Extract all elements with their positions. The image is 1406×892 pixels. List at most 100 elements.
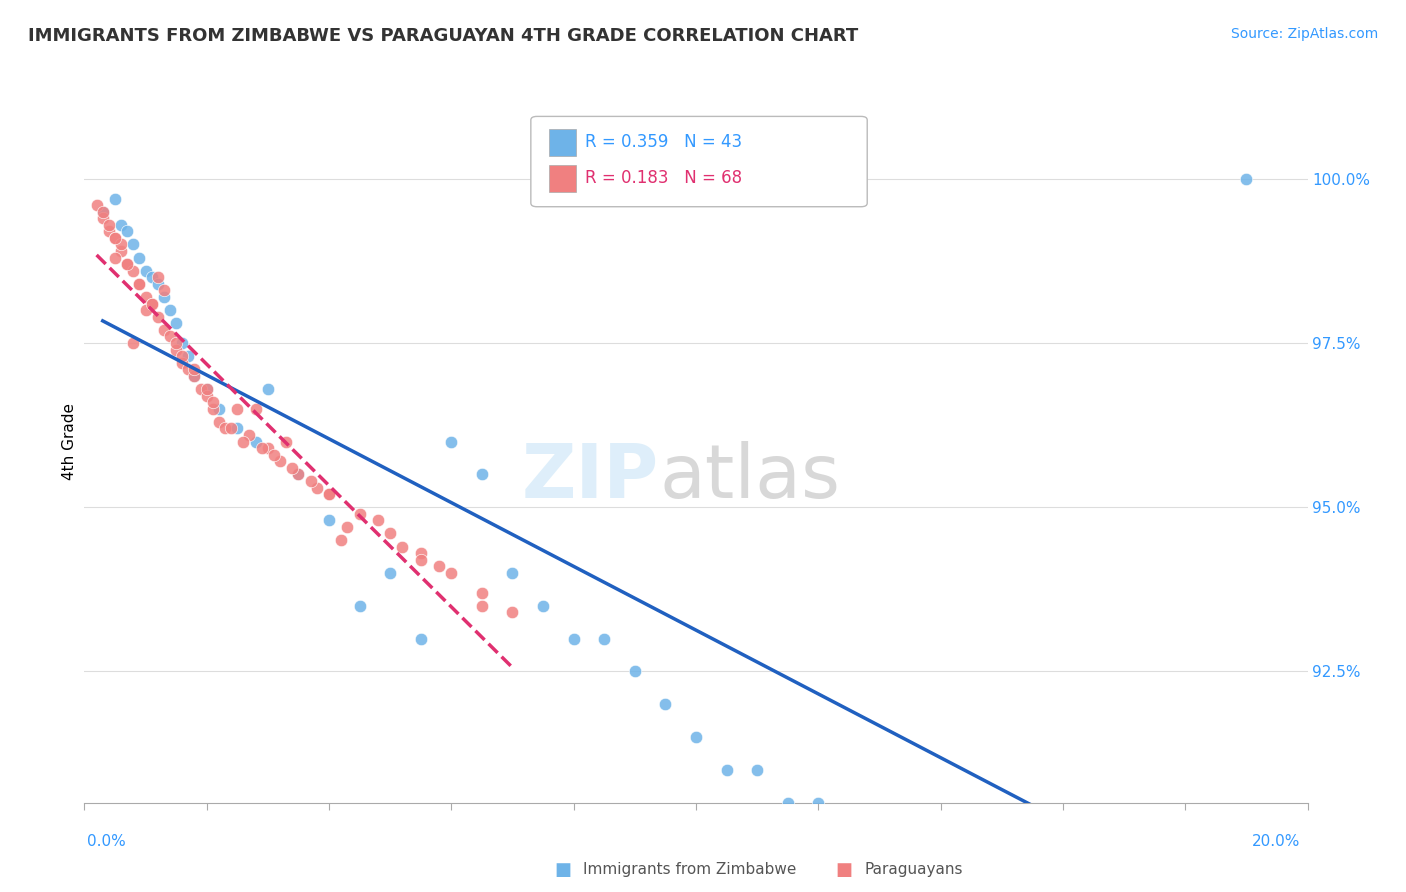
Point xyxy=(159,329,181,343)
Point xyxy=(257,441,280,455)
Point xyxy=(562,632,585,646)
Point xyxy=(122,237,145,252)
Point xyxy=(471,585,494,599)
Point xyxy=(190,382,212,396)
Point xyxy=(153,323,176,337)
Text: ■: ■ xyxy=(835,861,852,879)
Point xyxy=(330,533,353,547)
Point xyxy=(471,467,494,482)
Point xyxy=(214,421,236,435)
Point xyxy=(226,401,249,416)
Point xyxy=(502,566,524,580)
Point xyxy=(195,388,218,402)
Point xyxy=(172,349,194,363)
Point xyxy=(807,796,830,810)
Text: IMMIGRANTS FROM ZIMBABWE VS PARAGUAYAN 4TH GRADE CORRELATION CHART: IMMIGRANTS FROM ZIMBABWE VS PARAGUAYAN 4… xyxy=(28,27,859,45)
Point xyxy=(104,231,127,245)
Point xyxy=(245,401,267,416)
Point xyxy=(104,192,127,206)
Point xyxy=(367,513,389,527)
Point xyxy=(654,698,676,712)
Point xyxy=(245,434,267,449)
Point xyxy=(172,356,194,370)
Point xyxy=(318,487,340,501)
Point xyxy=(104,251,127,265)
Point xyxy=(349,599,371,613)
Point xyxy=(195,382,218,396)
Point xyxy=(1083,829,1105,843)
Point xyxy=(624,665,647,679)
Point xyxy=(135,303,157,318)
Point xyxy=(183,362,205,376)
Point xyxy=(380,566,402,580)
Point xyxy=(172,336,194,351)
Point xyxy=(115,257,138,271)
Point xyxy=(177,349,200,363)
Point xyxy=(115,257,138,271)
Point xyxy=(128,251,150,265)
Point xyxy=(391,540,413,554)
Point xyxy=(201,395,224,409)
Point xyxy=(165,343,187,357)
Point xyxy=(250,441,273,455)
Point xyxy=(110,244,132,258)
Point xyxy=(336,520,359,534)
Point xyxy=(287,467,309,482)
Point xyxy=(141,270,163,285)
Y-axis label: 4th Grade: 4th Grade xyxy=(62,403,77,480)
Point xyxy=(318,487,340,501)
Point xyxy=(122,264,145,278)
Point xyxy=(409,632,432,646)
Point xyxy=(153,284,176,298)
Point xyxy=(104,231,127,245)
Point xyxy=(318,513,340,527)
Text: R = 0.183   N = 68: R = 0.183 N = 68 xyxy=(585,169,742,186)
Point xyxy=(146,310,169,324)
Point xyxy=(183,368,205,383)
Point xyxy=(122,336,145,351)
Point xyxy=(146,270,169,285)
Point xyxy=(991,829,1014,843)
Point xyxy=(115,224,138,238)
Point xyxy=(91,211,114,226)
Point xyxy=(1236,171,1258,186)
Point xyxy=(427,559,450,574)
Point xyxy=(281,460,304,475)
Point xyxy=(409,553,432,567)
Text: Paraguayans: Paraguayans xyxy=(865,863,963,877)
Point xyxy=(685,730,707,744)
Point xyxy=(86,198,108,212)
Point xyxy=(219,421,242,435)
Point xyxy=(141,296,163,310)
Point xyxy=(287,467,309,482)
Point xyxy=(201,401,224,416)
Point xyxy=(165,336,187,351)
Point xyxy=(97,224,120,238)
Point xyxy=(257,382,280,396)
Point xyxy=(776,796,799,810)
Point xyxy=(593,632,616,646)
Point xyxy=(226,421,249,435)
Point xyxy=(159,303,181,318)
Point xyxy=(97,218,120,232)
Point xyxy=(153,290,176,304)
Point xyxy=(299,474,322,488)
Text: 0.0%: 0.0% xyxy=(87,834,127,849)
Point xyxy=(349,507,371,521)
Point xyxy=(177,362,200,376)
Point xyxy=(502,605,524,619)
Bar xyxy=(550,165,576,193)
Point xyxy=(929,829,952,843)
Point xyxy=(135,264,157,278)
Point xyxy=(128,277,150,291)
Point xyxy=(208,415,231,429)
Point xyxy=(208,401,231,416)
Point xyxy=(183,368,205,383)
Text: Source: ZipAtlas.com: Source: ZipAtlas.com xyxy=(1230,27,1378,41)
Point xyxy=(195,382,218,396)
Text: ZIP: ZIP xyxy=(522,442,659,514)
Point xyxy=(91,204,114,219)
Point xyxy=(128,277,150,291)
Point xyxy=(440,434,463,449)
Bar xyxy=(550,128,576,156)
